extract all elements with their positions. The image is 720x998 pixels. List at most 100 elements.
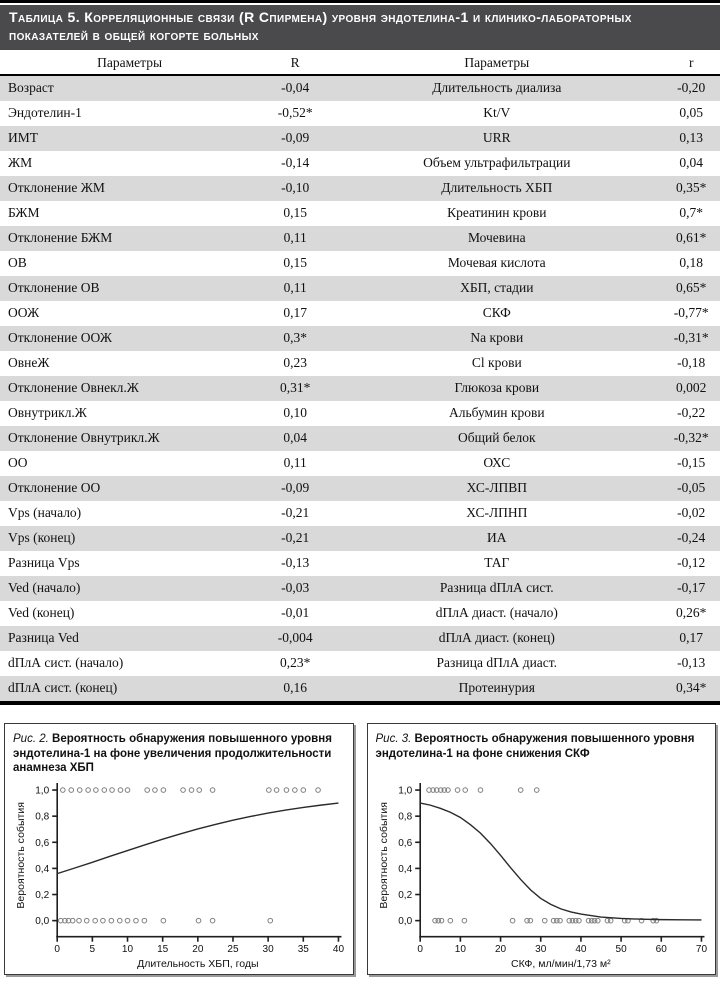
svg-text:1,0: 1,0 bbox=[35, 786, 49, 797]
value-cell: 0,35* bbox=[676, 180, 707, 196]
svg-text:70: 70 bbox=[695, 944, 707, 955]
value-cell: 0,15 bbox=[283, 255, 307, 271]
param-cell: Длительность диализа bbox=[432, 80, 562, 96]
param-cell: Объем ультрафильтрации bbox=[423, 155, 571, 171]
value-cell: 0,15 bbox=[283, 205, 307, 221]
svg-text:0,6: 0,6 bbox=[398, 838, 412, 849]
param-cell: Отклонение ООЖ bbox=[8, 330, 112, 346]
table-row: ИМТ -0,09 URR 0,13 bbox=[0, 125, 720, 151]
value-cell: -0,21 bbox=[281, 505, 310, 521]
value-cell: 0,31* bbox=[280, 380, 311, 396]
svg-text:10: 10 bbox=[122, 944, 134, 955]
param-cell: Возраст bbox=[8, 80, 54, 96]
param-cell: Cl крови bbox=[471, 355, 522, 371]
svg-text:0,0: 0,0 bbox=[398, 916, 412, 927]
correlation-table: Параметры R Параметры r Возраст -0,04 Длит… bbox=[0, 51, 720, 705]
param-cell: Глюкоза крови bbox=[454, 380, 540, 396]
value-cell: 0,18 bbox=[679, 255, 703, 271]
param-cell: Отклонение БЖМ bbox=[8, 230, 113, 246]
svg-text:0,8: 0,8 bbox=[398, 812, 412, 823]
value-cell: -0,13 bbox=[281, 555, 310, 571]
value-cell: 0,34* bbox=[676, 680, 707, 696]
table-row: Ved (начало) -0,03 Разница dПлА сист. -0,17 bbox=[0, 575, 720, 601]
param-cell: Ved (начало) bbox=[8, 580, 81, 596]
param-cell: Отклонение Овнутрикл.Ж bbox=[8, 430, 160, 446]
value-cell: -0,20 bbox=[677, 80, 706, 96]
param-cell: Разница dПлА диаст. bbox=[436, 655, 558, 671]
value-cell: 0,7* bbox=[679, 205, 703, 221]
param-cell: Протеинурия bbox=[458, 680, 535, 696]
column-header-R: R bbox=[259, 51, 332, 76]
table-row: Отклонение Овнутрикл.Ж 0,04 Общий белок -0,… bbox=[0, 425, 720, 451]
svg-text:0: 0 bbox=[54, 944, 60, 955]
value-cell: -0,09 bbox=[281, 130, 310, 146]
param-cell: Длительность ХБП bbox=[441, 180, 553, 196]
param-cell: Мочевая кислота bbox=[447, 255, 546, 271]
param-cell: ИА bbox=[487, 530, 507, 546]
table-row: Отклонение БЖМ 0,11 Мочевина 0,61* bbox=[0, 225, 720, 251]
svg-text:Вероятность события: Вероятность события bbox=[378, 802, 390, 909]
table-row: Эндотелин-1 -0,52* Kt/V 0,05 bbox=[0, 101, 720, 126]
svg-text:0: 0 bbox=[417, 944, 423, 955]
param-cell: ТАГ bbox=[484, 555, 510, 571]
value-cell: 0,16 bbox=[283, 680, 307, 696]
svg-text:15: 15 bbox=[157, 944, 169, 955]
svg-text:35: 35 bbox=[298, 944, 310, 955]
table-row: Vps (начало) -0,21 ХС-ЛПНП -0,02 bbox=[0, 501, 720, 526]
figure-2-label: Рис. 2. bbox=[13, 732, 49, 745]
top-rule bbox=[0, 0, 720, 3]
table-row: dПлА сист. (начало) 0,23* Разница dПлА диа… bbox=[0, 651, 720, 676]
param-cell: БЖМ bbox=[8, 205, 40, 221]
table-row: БЖМ 0,15 Креатинин крови 0,7* bbox=[0, 201, 720, 226]
param-cell: Общий белок bbox=[457, 430, 536, 446]
value-cell: -0,01 bbox=[281, 605, 310, 621]
param-cell: Kt/V bbox=[483, 105, 511, 121]
svg-text:25: 25 bbox=[227, 944, 239, 955]
value-cell: -0,21 bbox=[281, 530, 310, 546]
param-cell: Мочевина bbox=[467, 230, 526, 246]
value-cell: 0,61* bbox=[676, 230, 707, 246]
value-cell: 0,11 bbox=[283, 280, 307, 296]
figure-2: Рис. 2. Вероятность обнаружения повышенн… bbox=[4, 722, 354, 975]
value-cell: -0,004 bbox=[277, 630, 313, 646]
param-cell: dПлА диаст. (конец) bbox=[438, 630, 555, 646]
param-cell: ОХС bbox=[483, 455, 511, 471]
svg-text:0,4: 0,4 bbox=[35, 864, 49, 875]
value-cell: -0,52* bbox=[277, 105, 313, 121]
column-header-parameters-left: Параметры bbox=[0, 51, 260, 76]
table-row: ОвнеЖ 0,23 Cl крови -0,18 bbox=[0, 351, 720, 376]
value-cell: 0,04 bbox=[283, 430, 307, 446]
value-cell: -0,77* bbox=[673, 305, 709, 321]
svg-text:5: 5 bbox=[90, 944, 96, 955]
table-title: Таблица 5. Корреляционные связи (R Спирм… bbox=[0, 5, 720, 50]
value-cell: -0,14 bbox=[281, 155, 310, 171]
svg-text:0,6: 0,6 bbox=[35, 838, 49, 849]
value-cell: -0,03 bbox=[281, 580, 310, 596]
param-cell: URR bbox=[482, 130, 511, 146]
value-cell: 0,3* bbox=[283, 330, 307, 346]
param-cell: ООЖ bbox=[8, 305, 40, 321]
value-cell: -0,17 bbox=[677, 580, 706, 596]
svg-text:Вероятность события: Вероятность события bbox=[15, 802, 27, 909]
param-cell: dПлА диаст. (начало) bbox=[435, 605, 558, 621]
param-cell: Vps (конец) bbox=[8, 530, 76, 546]
value-cell: 0,10 bbox=[283, 405, 307, 421]
table-row: ОО 0,11 ОХС -0,15 bbox=[0, 451, 720, 476]
table-row: Овнутрикл.Ж 0,10 Альбумин крови -0,22 bbox=[0, 401, 720, 426]
table-row: ОВ 0,15 Мочевая кислота 0,18 bbox=[0, 251, 720, 276]
svg-text:0,4: 0,4 bbox=[398, 864, 412, 875]
param-cell: dПлА сист. (начало) bbox=[8, 655, 124, 671]
svg-text:40: 40 bbox=[333, 944, 345, 955]
param-cell: Na крови bbox=[470, 330, 524, 346]
param-cell: Овнутрикл.Ж bbox=[8, 405, 87, 421]
table-body: Возраст -0,04 Длительность диализа -0,20 Энд… bbox=[0, 74, 720, 703]
value-cell: 0,17 bbox=[283, 305, 307, 321]
param-cell: Отклонение ЖМ bbox=[8, 180, 105, 196]
param-cell: Разница Vps bbox=[8, 555, 80, 571]
param-cell: ИМТ bbox=[8, 130, 38, 146]
figure-3-label: Рис. 3. bbox=[375, 732, 412, 745]
svg-text:60: 60 bbox=[655, 944, 667, 955]
value-cell: 0,11 bbox=[283, 230, 307, 246]
svg-text:СКФ, мл/мин/1,73 м²: СКФ, мл/мин/1,73 м² bbox=[511, 958, 611, 970]
svg-text:Длительность ХБП, годы: Длительность ХБП, годы bbox=[137, 958, 258, 970]
